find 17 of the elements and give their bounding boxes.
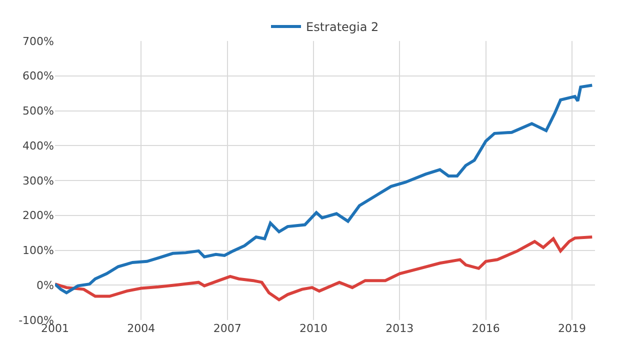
x-tick-label: 2013 (386, 322, 414, 335)
x-tick-label: 2004 (127, 322, 156, 335)
y-tick-label: 600% (22, 70, 54, 83)
x-tick-label: 2016 (472, 322, 500, 335)
x-tick-label: 2007 (213, 322, 242, 335)
x-tick-label: 2010 (300, 322, 328, 335)
y-tick-label: 100% (22, 244, 54, 258)
legend-label: Estrategia 2 (306, 20, 379, 34)
line-series (55, 84, 594, 294)
y-tick-label: 300% (22, 174, 54, 188)
y-tick-label: 200% (22, 209, 54, 222)
y-tick-label: 400% (22, 139, 54, 152)
y-tick-label: 500% (22, 104, 54, 118)
y-tick-label: 700% (22, 34, 54, 48)
x-tick-label: 2019 (558, 322, 586, 335)
line-series (55, 236, 594, 302)
y-tick-label: 0% (36, 278, 54, 292)
